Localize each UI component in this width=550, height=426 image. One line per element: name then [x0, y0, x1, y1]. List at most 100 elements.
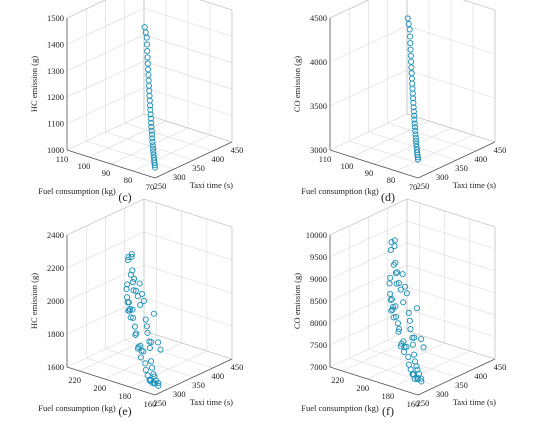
x-tick-label: 250	[154, 398, 167, 408]
z-tick-label: 9000	[310, 274, 327, 284]
x-tick-label: 400	[211, 371, 224, 381]
data-point	[388, 307, 395, 314]
x-tick-label: 450	[494, 145, 507, 155]
x-tick-label: 300	[173, 172, 186, 182]
data-point	[407, 40, 414, 47]
grid-line	[79, 334, 157, 372]
x-tick-label: 250	[417, 181, 430, 191]
z-axis-label: CO emission (g)	[292, 56, 302, 112]
grid-line	[406, 286, 496, 316]
data-point	[391, 237, 398, 244]
data-point	[142, 316, 149, 323]
box-edge	[406, 330, 496, 360]
data-point	[146, 338, 153, 345]
data-point	[392, 270, 399, 277]
data-point	[141, 24, 148, 31]
x-axis-line	[417, 358, 496, 396]
data-point	[147, 377, 154, 384]
data-point	[144, 372, 151, 379]
z-tick-label: 7000	[310, 362, 327, 372]
panel-label: (d)	[381, 190, 395, 204]
x-axis-label: Taxi time (s)	[453, 397, 496, 407]
data-point	[147, 106, 154, 113]
data-point	[388, 296, 395, 303]
grid-line	[387, 339, 476, 369]
data-point	[123, 285, 130, 293]
data-point	[144, 329, 151, 336]
grid-line	[66, 113, 145, 151]
y-axis-line	[329, 366, 419, 396]
data-point	[150, 154, 157, 161]
y-tick-label: 100	[341, 161, 354, 171]
data-point	[145, 66, 152, 73]
y-axis-label: Fuel consumption (kg)	[301, 403, 379, 413]
data-point	[400, 348, 408, 355]
data-point	[406, 33, 414, 40]
data-point	[405, 361, 412, 368]
y-tick-label: 70	[409, 182, 418, 192]
data-point	[414, 375, 422, 382]
box-edge	[143, 330, 233, 360]
data-point	[411, 120, 418, 127]
y-tick-label: 90	[102, 168, 111, 178]
grid-line	[143, 34, 233, 64]
data-point	[131, 323, 138, 330]
data-point	[148, 127, 155, 134]
data-point	[411, 358, 419, 365]
data-point	[146, 344, 153, 351]
y-tick-label: 220	[331, 375, 344, 385]
y-tick-label: 160	[407, 399, 420, 409]
z-tick-label: 1100	[47, 119, 64, 129]
y-tick-label: 200	[356, 383, 369, 393]
x-axis-label: Taxi time (s)	[190, 397, 233, 407]
grid-line	[66, 264, 145, 302]
data-point	[136, 280, 143, 287]
grid-line	[143, 8, 233, 37]
data-point	[129, 278, 136, 286]
grid-line	[66, 231, 145, 269]
grid-line	[329, 286, 408, 324]
data-point	[412, 131, 419, 138]
z-tick-label: 8000	[310, 318, 327, 328]
chart-panel-f: 250 300 350 400 450 160 180 200 220 7000 7500 8000 8…	[292, 198, 506, 418]
grid-line	[392, 350, 470, 388]
x-axis-line	[154, 141, 233, 179]
data-point	[390, 314, 397, 321]
data-point	[396, 325, 403, 332]
y-tick-label: 110	[319, 154, 331, 164]
z-tick-label: 2200	[47, 263, 64, 273]
x-axis-line	[417, 141, 496, 179]
data-point	[420, 344, 427, 351]
data-point	[410, 99, 417, 106]
x-tick-label: 350	[192, 380, 205, 390]
chart-panel-e: 250 300 350 400 450 160 180 200 220 1600 1800 2000 2…	[29, 198, 243, 418]
x-tick-label: 400	[474, 154, 487, 164]
grid-line	[329, 330, 408, 368]
data-point	[128, 253, 135, 261]
data-point	[398, 340, 405, 347]
grid-line	[143, 87, 233, 116]
grid-line	[329, 113, 408, 151]
data-point	[413, 305, 420, 312]
data-point	[409, 80, 416, 87]
z-tick-label: 1000	[47, 145, 64, 155]
data-point	[148, 358, 155, 365]
data-point	[150, 148, 157, 155]
grid-line	[143, 60, 233, 90]
z-tick-label: 2400	[47, 230, 64, 240]
data-point	[142, 366, 149, 374]
data-point	[405, 20, 412, 28]
x-axis-label: Taxi time (s)	[190, 180, 233, 190]
grid-line	[66, 330, 145, 368]
z-axis-label: HC emission (g)	[29, 56, 39, 112]
z-tick-label: 4000	[310, 57, 327, 67]
data-point	[140, 297, 147, 304]
y-axis-label: Fuel consumption (kg)	[38, 186, 116, 196]
data-point	[149, 142, 156, 149]
grid-line	[373, 127, 452, 165]
data-point	[412, 127, 419, 134]
y-axis-line	[66, 366, 156, 396]
